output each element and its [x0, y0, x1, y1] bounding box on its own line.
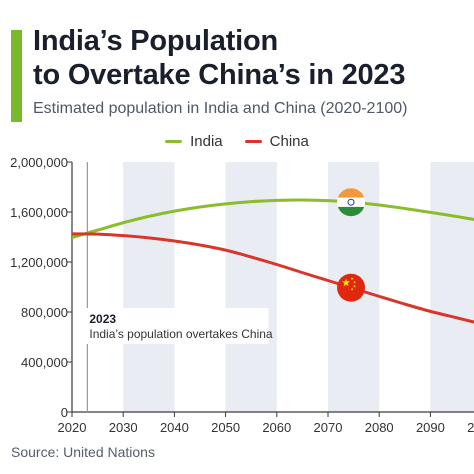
- chart-subtitle: Estimated population in India and China …: [33, 100, 408, 117]
- china-flag-big-star: [342, 278, 351, 287]
- legend-item-china: China: [244, 133, 309, 150]
- x-tick-label: 2100: [467, 420, 474, 435]
- y-tick-label: 0: [61, 405, 68, 420]
- page-title: India’s Population to Overtake China’s i…: [33, 24, 405, 92]
- y-tick-label: 1,600,000: [10, 205, 68, 220]
- series-line-india: [72, 198, 474, 239]
- india-flag-chakra: [347, 198, 355, 206]
- y-tick-label: 800,000: [21, 305, 68, 320]
- chart-legend: India China: [0, 133, 474, 150]
- china-flag-small-star: [350, 277, 354, 280]
- china-flag-body: [337, 273, 366, 302]
- china-flag-small-star: [353, 280, 356, 284]
- series-line-china: [72, 232, 474, 324]
- india-flag-green: [337, 206, 366, 217]
- china-flag-small-star: [350, 287, 354, 291]
- title-accent-bar: [11, 30, 22, 122]
- x-tick-label: 2050: [211, 420, 240, 435]
- y-tick-label: 2,000,000: [10, 155, 68, 170]
- x-tick-label: 2060: [262, 420, 291, 435]
- x-tick-label: 2030: [109, 420, 138, 435]
- x-tick-label: 2070: [314, 420, 343, 435]
- india-flag-icon: [337, 188, 366, 217]
- title-line-2: to Overtake China’s in 2023: [33, 59, 406, 91]
- x-tick-label: 2040: [160, 420, 189, 435]
- india-flag-saffron: [337, 188, 366, 198]
- y-tick-label: 1,200,000: [10, 255, 68, 270]
- source-note: Source: United Nations: [11, 444, 155, 460]
- decade-band: [123, 162, 175, 412]
- decade-band: [430, 162, 474, 412]
- x-tick-label: 2090: [416, 420, 445, 435]
- x-tick-label: 2020: [58, 420, 87, 435]
- legend-swatch-india: [165, 140, 183, 143]
- title-line-1: India’s Population: [33, 25, 279, 57]
- annotation-year: 2023: [89, 312, 116, 326]
- annotation-box: [84, 308, 269, 344]
- legend-label-india: India: [190, 133, 223, 150]
- annotation-text: India’s population overtakes China: [89, 327, 273, 341]
- china-flag-icon: [337, 273, 366, 302]
- china-flag-small-star: [353, 284, 356, 288]
- y-tick-label: 400,000: [21, 355, 68, 370]
- legend-label-china: China: [269, 133, 309, 150]
- india-flag-white: [337, 197, 366, 207]
- x-tick-label: 2080: [365, 420, 394, 435]
- legend-swatch-china: [244, 140, 262, 143]
- india-flag-body: [337, 188, 366, 217]
- legend-item-india: India: [165, 133, 223, 150]
